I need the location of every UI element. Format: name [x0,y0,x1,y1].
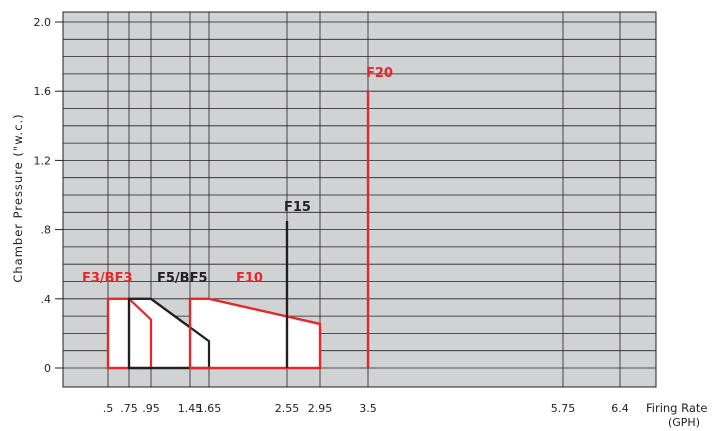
series-label: F5/BF5 [157,271,208,286]
x-tick-label: 1.45 [178,402,203,415]
x-tick-label: 3.5 [359,402,377,415]
series-label: F10 [236,271,263,286]
y-axis-ticks: 0 .4 .8 1.2 1.6 2.0 [34,16,63,375]
x-tick-label: 6.4 [611,402,629,415]
y-axis-label: Chamber Pressure ("w.c.) [11,113,25,282]
x-tick-label: 2.55 [275,402,300,415]
operating-regions [106,91,370,370]
x-tick-label: .95 [142,402,160,415]
series-label: F15 [284,200,311,215]
x-axis-label: Firing Rate [646,401,708,415]
y-tick-label: 0 [44,362,51,375]
y-tick-label: 1.2 [34,154,52,167]
y-tick-label: .8 [41,224,52,237]
x-tick-label: 1.65 [197,402,222,415]
x-tick-label: 5.75 [551,402,576,415]
y-tick-label: .4 [41,293,52,306]
series-labels: F3/BF3 F5/BF5 F10 F15 F20 [82,66,393,286]
y-tick-label: 2.0 [34,16,52,29]
x-tick-label: 2.95 [308,402,333,415]
x-axis-ticks: .5 .75 .95 1.451.65 2.55 2.95 3.5 5.75 6.4 [103,402,629,415]
y-tick-label: 1.6 [34,85,52,98]
series-label: F3/BF3 [82,271,133,286]
x-axis-unit-label: (GPH) [668,416,700,429]
x-tick-label: .75 [120,402,138,415]
region-outline [188,297,322,370]
x-tick-label: .5 [103,402,114,415]
series-label: F20 [366,66,393,81]
